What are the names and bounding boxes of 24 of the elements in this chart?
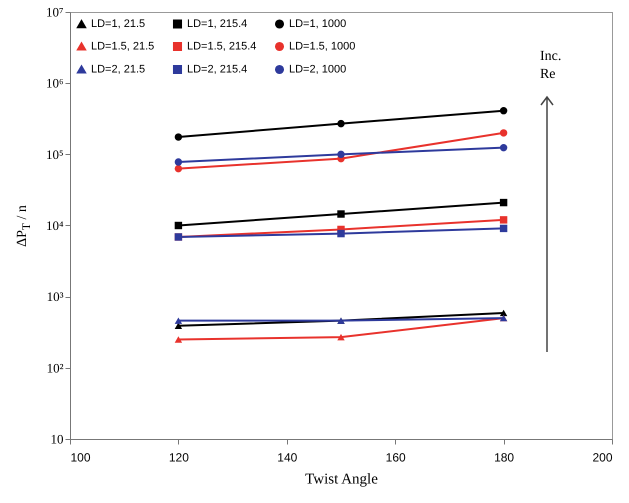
legend-label: LD=1, 1000 xyxy=(289,18,346,30)
x-tick-label: 100 xyxy=(70,450,91,464)
legend-label: LD=2, 21.5 xyxy=(91,64,146,76)
x-tick-label: 140 xyxy=(277,450,298,464)
y-tick-label: 10⁶ xyxy=(46,76,64,91)
legend-label: LD=1.5, 21.5 xyxy=(91,40,154,52)
y-tick-label: 10³ xyxy=(46,289,64,304)
y-tick-label: 10⁷ xyxy=(46,4,64,20)
x-tick-label: 180 xyxy=(494,450,514,464)
x-tick-label: 160 xyxy=(386,450,406,464)
legend-label: LD=2, 1000 xyxy=(289,64,346,76)
legend-label: LD=1.5, 1000 xyxy=(289,40,356,52)
y-tick-label: 10 xyxy=(50,432,64,446)
y-tick-label: 10⁵ xyxy=(46,146,64,162)
x-tick-label: 120 xyxy=(168,450,190,464)
legend-label: LD=1, 215.4 xyxy=(187,18,248,30)
y-tick-label: 10⁴ xyxy=(46,218,64,233)
x-tick-label: 200 xyxy=(592,450,613,464)
x-axis-title: Twist Angle xyxy=(305,472,378,488)
legend-label: LD=1.5, 215.4 xyxy=(187,40,256,52)
annotation: Inc. Re xyxy=(540,48,562,84)
legend-label: LD=2, 215.4 xyxy=(187,64,248,76)
legend-label: LD=1, 21.5 xyxy=(91,18,146,30)
y-tick-label: 10² xyxy=(46,360,64,376)
